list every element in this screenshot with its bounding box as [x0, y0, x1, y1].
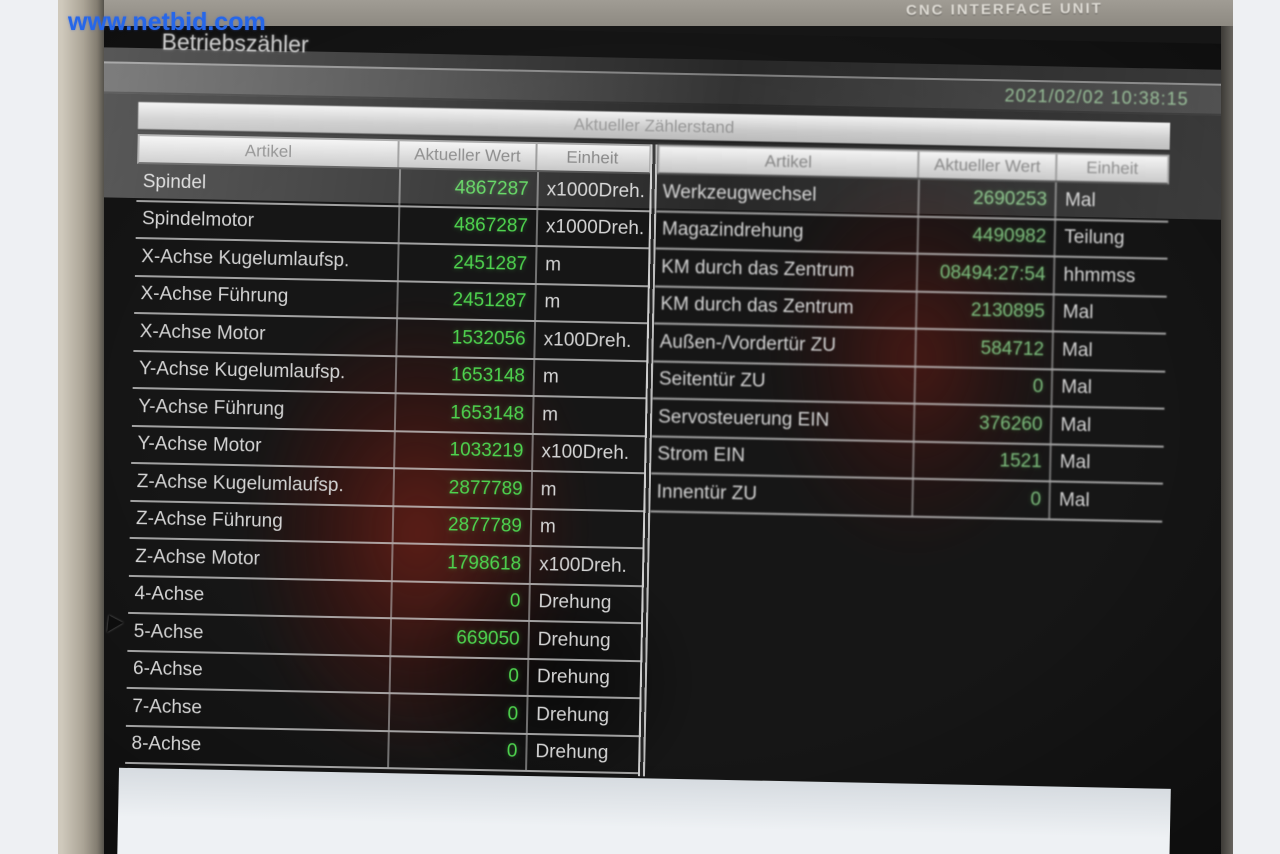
row-label: Servosteuerung EIN — [657, 406, 830, 431]
row-unit: Mal — [1050, 369, 1166, 408]
row-value: 1532056 — [395, 319, 535, 358]
row-unit: Mal — [1049, 444, 1164, 483]
row-label: 8-Achse — [131, 733, 202, 756]
row-value: 0 — [388, 656, 528, 695]
datetime-display: 2021/02/02 10:38:15 — [1004, 85, 1189, 110]
right-table: Artikel Aktueller Wert Einheit Werkzeugw… — [650, 144, 1170, 523]
row-label: Z-Achse Kugelumlaufsp. — [136, 470, 344, 496]
row-unit: Mal — [1051, 332, 1166, 371]
row-label: Werkzeugwechsel — [662, 181, 817, 206]
row-label: Innentür ZU — [656, 481, 758, 505]
column-header-wert: Aktueller Wert — [397, 141, 536, 170]
row-value: 0 — [387, 731, 526, 770]
row-value: 1033219 — [393, 431, 532, 470]
row-value: 4490982 — [916, 217, 1055, 256]
row-unit: Teilung — [1053, 219, 1169, 258]
panel-bezel-left — [58, 0, 104, 854]
cnc-panel-photo: CNC INTERFACE UNIT Betriebszähler 2021/0… — [58, 0, 1233, 854]
row-unit: Drehung — [525, 696, 641, 735]
mouse-cursor-icon — [107, 615, 124, 634]
row-unit: Mal — [1052, 294, 1167, 333]
row-unit: Mal — [1048, 482, 1163, 521]
row-label: Z-Achse Führung — [135, 508, 284, 533]
row-value: 2451287 — [396, 281, 535, 321]
row-label: X-Achse Kugelumlaufsp. — [141, 245, 350, 272]
row-label: KM durch das Zentrum — [660, 256, 855, 282]
row-label: 7-Achse — [132, 695, 203, 719]
row-value: 584712 — [914, 329, 1053, 368]
row-unit: x1000Dreh. — [536, 172, 652, 210]
row-value: 4867287 — [398, 169, 538, 208]
panel-bezel-top: CNC INTERFACE UNIT — [58, 0, 1233, 30]
row-value: 669050 — [389, 619, 529, 658]
left-table: Artikel Aktueller Wert Einheit Spindel 4… — [125, 134, 652, 775]
row-label: Z-Achse Motor — [135, 545, 261, 570]
watermark: www.netbid.com — [68, 8, 266, 36]
row-unit: m — [531, 396, 647, 435]
column-header-einheit: Einheit — [1055, 154, 1168, 183]
row-value: 0 — [387, 694, 527, 733]
row-value: 376260 — [912, 404, 1051, 443]
row-unit: Drehung — [526, 659, 642, 698]
row-unit: x100Dreh. — [531, 434, 646, 473]
row-unit: Drehung — [525, 734, 640, 773]
row-unit: Drehung — [528, 584, 643, 623]
section-header-label: Aktueller Zählerstand — [573, 114, 735, 137]
row-unit: Mal — [1054, 182, 1169, 221]
column-header-einheit: Einheit — [535, 144, 648, 173]
row-value: 0 — [390, 581, 529, 620]
bottom-blank-area — [116, 767, 1171, 854]
row-label: Y-Achse Führung — [138, 395, 285, 420]
row-value: 2451287 — [396, 244, 536, 283]
row-value: 1798618 — [390, 544, 530, 583]
row-value: 0 — [911, 479, 1050, 518]
row-value: 08494:27:54 — [915, 254, 1054, 293]
column-header-artikel: Artikel — [764, 151, 813, 172]
row-unit: hhmmss — [1053, 257, 1168, 296]
row-value: 2130895 — [914, 292, 1054, 331]
row-value: 2877789 — [391, 506, 531, 545]
row-unit: m — [530, 471, 646, 510]
row-label: Magazindrehung — [661, 218, 804, 243]
row-unit: Drehung — [527, 621, 643, 660]
column-header-artikel: Artikel — [244, 141, 293, 162]
monitor-frame-edge — [1221, 26, 1233, 854]
row-value: 2877789 — [392, 469, 532, 508]
row-unit: x100Dreh. — [533, 322, 649, 360]
row-value: 1653148 — [393, 394, 533, 433]
row-value: 1521 — [911, 442, 1051, 481]
panel-brand-label: CNC INTERFACE UNIT — [906, 0, 1104, 20]
row-label: Strom EIN — [657, 443, 746, 467]
row-unit: Mal — [1050, 407, 1165, 446]
row-label: KM durch das Zentrum — [660, 293, 854, 319]
row-label: 6-Achse — [132, 658, 203, 681]
row-value: 2690253 — [917, 179, 1056, 218]
row-unit: m — [532, 359, 648, 398]
row-unit: m — [534, 284, 649, 323]
row-label: Spindelmotor — [141, 208, 255, 232]
row-label: 5-Achse — [133, 620, 204, 644]
row-unit: x100Dreh. — [528, 546, 644, 585]
row-value: 1653148 — [394, 356, 534, 395]
row-label: Y-Achse Motor — [137, 433, 262, 457]
row-value: 4867287 — [397, 206, 537, 246]
row-label: X-Achse Führung — [140, 283, 289, 308]
left-table-rows: Spindel 4867287 x1000Dreh. Spindelmotor … — [125, 164, 652, 775]
crt-screen: Betriebszähler 2021/02/02 10:38:15 Aktue… — [104, 26, 1221, 854]
column-header-wert: Aktueller Wert — [917, 151, 1056, 181]
row-unit: x1000Dreh. — [535, 209, 651, 248]
row-unit: m — [534, 247, 650, 285]
row-unit: m — [529, 509, 645, 548]
row-label: Spindel — [142, 170, 207, 194]
right-table-rows: Werkzeugwechsel 2690253 Mal Magazindrehu… — [650, 174, 1169, 523]
row-label: X-Achse Motor — [139, 320, 266, 345]
row-label: 4-Achse — [134, 583, 205, 606]
row-label: Seitentür ZU — [658, 368, 766, 392]
row-label: Y-Achse Kugelumlaufsp. — [138, 358, 346, 384]
row-value: 0 — [913, 367, 1052, 406]
row-label: Außen-/Vordertür ZU — [659, 331, 837, 356]
